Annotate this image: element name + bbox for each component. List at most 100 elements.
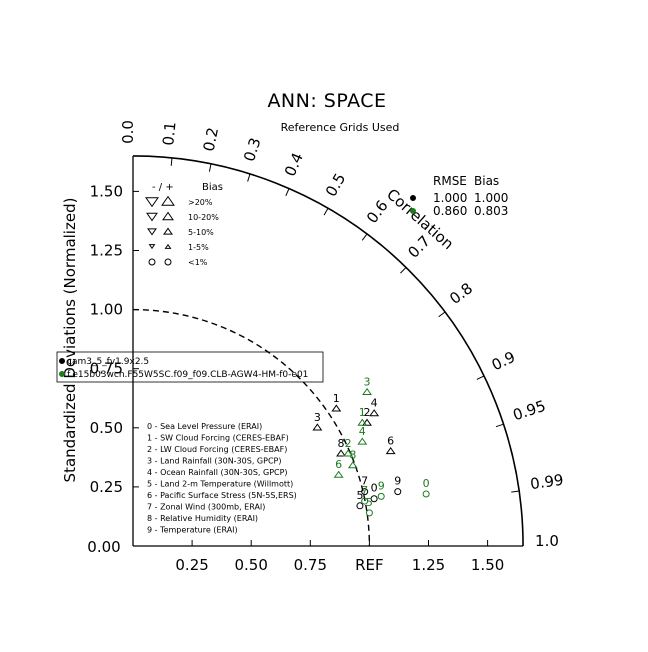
reference-arc xyxy=(132,308,371,547)
rmse-bias-legend-value: 0.803 xyxy=(474,204,508,218)
chart-subtitle: Reference Grids Used xyxy=(281,121,400,134)
bias-legend-up-marker xyxy=(162,211,174,221)
rmse-bias-legend-header: Bias xyxy=(474,174,499,188)
correlation-tick-mark xyxy=(476,375,485,380)
correlation-tick-label: 0.2 xyxy=(200,126,222,153)
y-tick-label: 1.00 xyxy=(90,301,123,319)
bias-legend-down-marker xyxy=(148,244,156,250)
correlation-tick-label: 0.3 xyxy=(240,136,264,164)
data-point-label: 2 xyxy=(345,437,352,450)
y-tick-label: 1.25 xyxy=(90,242,123,260)
correlation-tick-label: 1.0 xyxy=(535,532,559,550)
rmse-bias-legend-value: 1.000 xyxy=(474,191,508,205)
bias-legend-down-marker xyxy=(146,212,158,222)
data-point-marker xyxy=(377,492,385,500)
y-tick-label: 0.25 xyxy=(90,478,123,496)
data-point-label: 6 xyxy=(335,458,342,471)
bias-legend-down-marker xyxy=(147,228,157,236)
bias-legend-label: 10-20% xyxy=(188,213,219,222)
correlation-arc xyxy=(132,155,524,547)
rmse-legend-dot xyxy=(410,195,416,201)
tick-labels-group: 0.25 0.50 0.75 REF 1.25 1.500.000.250.500.751… xyxy=(61,120,565,574)
correlation-tick-label: 0.99 xyxy=(529,471,565,494)
data-point-marker xyxy=(357,437,368,445)
data-point-label: 5 xyxy=(356,489,363,502)
bias-legend-label: 1-5% xyxy=(188,243,209,252)
correlation-tick-mark xyxy=(170,157,173,166)
bias-legend-header: Bias xyxy=(202,182,223,193)
data-point-marker xyxy=(347,461,358,469)
y-tick-label: 1.50 xyxy=(90,182,123,200)
correlation-tick-mark xyxy=(400,267,407,274)
correlation-tick-mark xyxy=(438,311,446,318)
data-point-marker xyxy=(331,404,342,412)
data-point-marker xyxy=(333,470,344,478)
data-point-label: 8 xyxy=(349,449,356,462)
data-point-label: 6 xyxy=(387,434,394,447)
variable-legend-item: 8 - Relative Humidity (ERAI) xyxy=(147,514,258,523)
data-point-marker xyxy=(362,418,372,426)
case-legend-label: f.e15b03wcn.F55W5SC.f09_f09.CLB-AGW4-HM-… xyxy=(67,370,308,380)
rmse-legend-value: 0.860 xyxy=(433,204,467,218)
case-legend-dot xyxy=(59,371,65,377)
variable-legend-item: 0 - Sea Level Pressure (ERAI) xyxy=(147,422,262,431)
variable-legend-item: 4 - Ocean Rainfall (30N-30S, GPCP) xyxy=(147,468,288,477)
y-tick-label: 0.50 xyxy=(90,419,123,437)
bias-legend-up-marker xyxy=(164,243,172,249)
bias-legend-label: <1% xyxy=(188,258,208,267)
bias-legend-signs: - / + xyxy=(152,182,174,193)
data-point-label: 4 xyxy=(359,425,366,438)
axes-group xyxy=(132,155,524,547)
correlation-tick-label: 0.5 xyxy=(322,170,350,200)
data-point-marker xyxy=(312,423,323,431)
data-point-marker xyxy=(361,488,369,496)
data-point-marker xyxy=(362,387,372,395)
correlation-tick-mark xyxy=(361,233,368,241)
x-tick-label: 0.75 xyxy=(294,556,327,574)
data-point-marker xyxy=(369,409,380,417)
correlation-tick-mark xyxy=(495,423,504,428)
y-axis-title: Standardized Deviations (Normalized) xyxy=(61,198,79,483)
correlation-tick-mark xyxy=(208,163,212,172)
correlation-tick-label: 0.9 xyxy=(489,348,518,375)
rmse-legend-dot xyxy=(410,208,416,214)
x-tick-label: 0.50 xyxy=(234,556,267,574)
legends-group: - / + Bias >20% 10-20% 5-10% 1-5% <1% RMSE Bias 1… xyxy=(56,174,508,535)
data-point-label: 2 xyxy=(364,406,371,419)
case-legend-label: cam3_5_fv1.9x2.5 xyxy=(67,357,149,367)
correlation-tick-label: 0.1 xyxy=(159,121,179,147)
bias-legend-down-marker xyxy=(145,197,159,208)
data-point-label: 1 xyxy=(359,406,366,419)
bias-legend-up-marker xyxy=(161,195,175,206)
x-tick-label: 1.25 xyxy=(412,556,445,574)
data-point-marker xyxy=(343,449,354,457)
case-legend-box xyxy=(56,351,324,383)
correlation-tick-label: 0.4 xyxy=(281,150,307,179)
rmse-legend-value: 1.000 xyxy=(433,191,467,205)
data-point-label: 0 xyxy=(371,482,378,495)
x-tick-label: 1.50 xyxy=(471,556,504,574)
data-point-label: 0 xyxy=(423,477,430,490)
variable-legend-item: 6 - Pacific Surface Stress (5N-5S,ERS) xyxy=(147,491,297,500)
data-point-label: 1 xyxy=(333,392,340,405)
y-tick-label: 0.75 xyxy=(90,360,123,378)
variable-legend-item: 3 - Land Rainfall (30N-30S, GPCP) xyxy=(147,457,281,466)
data-point-label: 5 xyxy=(366,496,373,509)
x-tick-label: 0.25 xyxy=(175,556,208,574)
data-point-label: 4 xyxy=(371,397,378,410)
correlation-tick-label: 0.0 xyxy=(119,120,137,144)
data-point-marker xyxy=(422,490,430,498)
bias-legend-label: 5-10% xyxy=(188,228,214,237)
correlation-tick-label: 0.95 xyxy=(511,397,548,425)
data-point-marker xyxy=(356,502,364,510)
data-point-label: 3 xyxy=(364,375,371,388)
origin-tick-label: 0.00 xyxy=(87,538,120,556)
case-legend-dot xyxy=(59,358,65,364)
variable-legend-item: 1 - SW Cloud Forcing (CERES-EBAF) xyxy=(147,434,289,443)
bias-legend-down-marker xyxy=(148,258,156,266)
correlation-tick-mark xyxy=(323,207,329,216)
bias-legend-up-marker xyxy=(164,258,172,266)
